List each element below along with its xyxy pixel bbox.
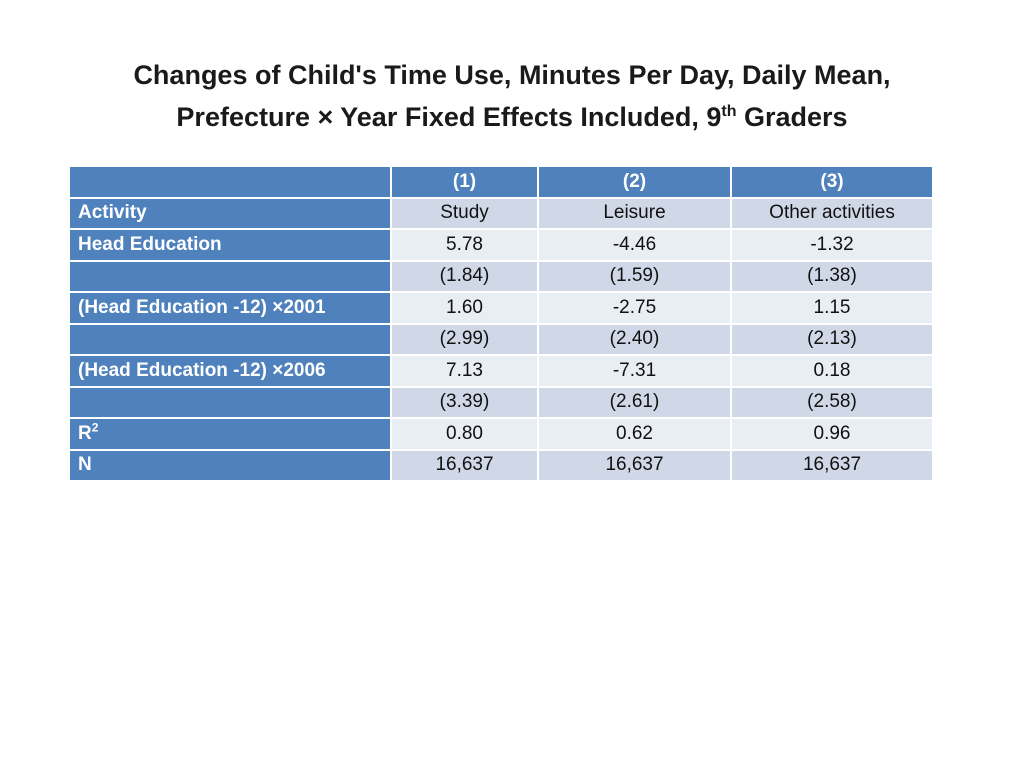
title-line-2-post: Graders bbox=[736, 102, 848, 132]
title-line-1: Changes of Child's Time Use, Minutes Per… bbox=[0, 54, 1024, 96]
row-label: (Head Education -12) ×2001 bbox=[68, 291, 392, 325]
table-cell: -1.32 bbox=[730, 228, 934, 262]
table-cell: 0.62 bbox=[537, 417, 732, 451]
table-row: (2.99) (2.40) (2.13) bbox=[68, 322, 934, 356]
row-label: Head Education bbox=[68, 228, 392, 262]
table-cell: 16,637 bbox=[730, 448, 934, 482]
title-ordinal-sup: th bbox=[721, 103, 737, 120]
table-cell: (2.40) bbox=[537, 322, 732, 356]
table-row: (Head Education -12) ×2006 7.13 -7.31 0.… bbox=[68, 354, 934, 388]
table-cell: 0.18 bbox=[730, 354, 934, 388]
title-line-1-text: Changes of Child's Time Use, Minutes Per… bbox=[133, 60, 891, 90]
title-line-2-pre: Prefecture × Year Fixed Effects Included… bbox=[176, 102, 722, 132]
title-line-2: Prefecture × Year Fixed Effects Included… bbox=[0, 96, 1024, 138]
table-cell: 5.78 bbox=[390, 228, 539, 262]
table-cell: 16,637 bbox=[537, 448, 732, 482]
row-label: (Head Education -12) ×2006 bbox=[68, 354, 392, 388]
slide-title: Changes of Child's Time Use, Minutes Per… bbox=[0, 54, 1024, 138]
r-squared-superscript: 2 bbox=[91, 420, 99, 435]
row-label bbox=[68, 385, 392, 419]
table-cell: (3.39) bbox=[390, 385, 539, 419]
table-cell: (2.13) bbox=[730, 322, 934, 356]
column-header-2: (2) bbox=[537, 165, 732, 199]
table-row: Head Education 5.78 -4.46 -1.32 bbox=[68, 228, 934, 262]
table-row: Activity Study Leisure Other activities bbox=[68, 196, 934, 230]
table-row: (Head Education -12) ×2001 1.60 -2.75 1.… bbox=[68, 291, 934, 325]
row-label bbox=[68, 259, 392, 293]
table-cell: -7.31 bbox=[537, 354, 732, 388]
table-row: N 16,637 16,637 16,637 bbox=[68, 448, 934, 482]
row-label: Activity bbox=[68, 196, 392, 230]
table-cell: -2.75 bbox=[537, 291, 732, 325]
table-cell: 0.80 bbox=[390, 417, 539, 451]
table-cell: 0.96 bbox=[730, 417, 934, 451]
table-cell: Study bbox=[390, 196, 539, 230]
table-cell: 1.15 bbox=[730, 291, 934, 325]
table-cell: (2.61) bbox=[537, 385, 732, 419]
table-cell: (2.58) bbox=[730, 385, 934, 419]
table-cell: 7.13 bbox=[390, 354, 539, 388]
table-cell: Leisure bbox=[537, 196, 732, 230]
table-cell: (1.38) bbox=[730, 259, 934, 293]
table-cell: (1.84) bbox=[390, 259, 539, 293]
table-cell: 1.60 bbox=[390, 291, 539, 325]
column-header-1: (1) bbox=[390, 165, 539, 199]
table-cell: 16,637 bbox=[390, 448, 539, 482]
table-row: (3.39) (2.61) (2.58) bbox=[68, 385, 934, 419]
row-label: R2 bbox=[68, 417, 392, 451]
header-corner-cell bbox=[68, 165, 392, 199]
table-cell: Other activities bbox=[730, 196, 934, 230]
table-cell: (2.99) bbox=[390, 322, 539, 356]
table-row: R2 0.80 0.62 0.96 bbox=[68, 417, 934, 451]
row-label bbox=[68, 322, 392, 356]
table-cell: (1.59) bbox=[537, 259, 732, 293]
column-header-3: (3) bbox=[730, 165, 934, 199]
table-row: (1.84) (1.59) (1.38) bbox=[68, 259, 934, 293]
results-table: (1) (2) (3) Activity Study Leisure Other… bbox=[68, 165, 934, 482]
r-squared-label: R bbox=[78, 422, 92, 444]
table-header-row: (1) (2) (3) bbox=[68, 165, 934, 199]
row-label: N bbox=[68, 448, 392, 482]
table-cell: -4.46 bbox=[537, 228, 732, 262]
